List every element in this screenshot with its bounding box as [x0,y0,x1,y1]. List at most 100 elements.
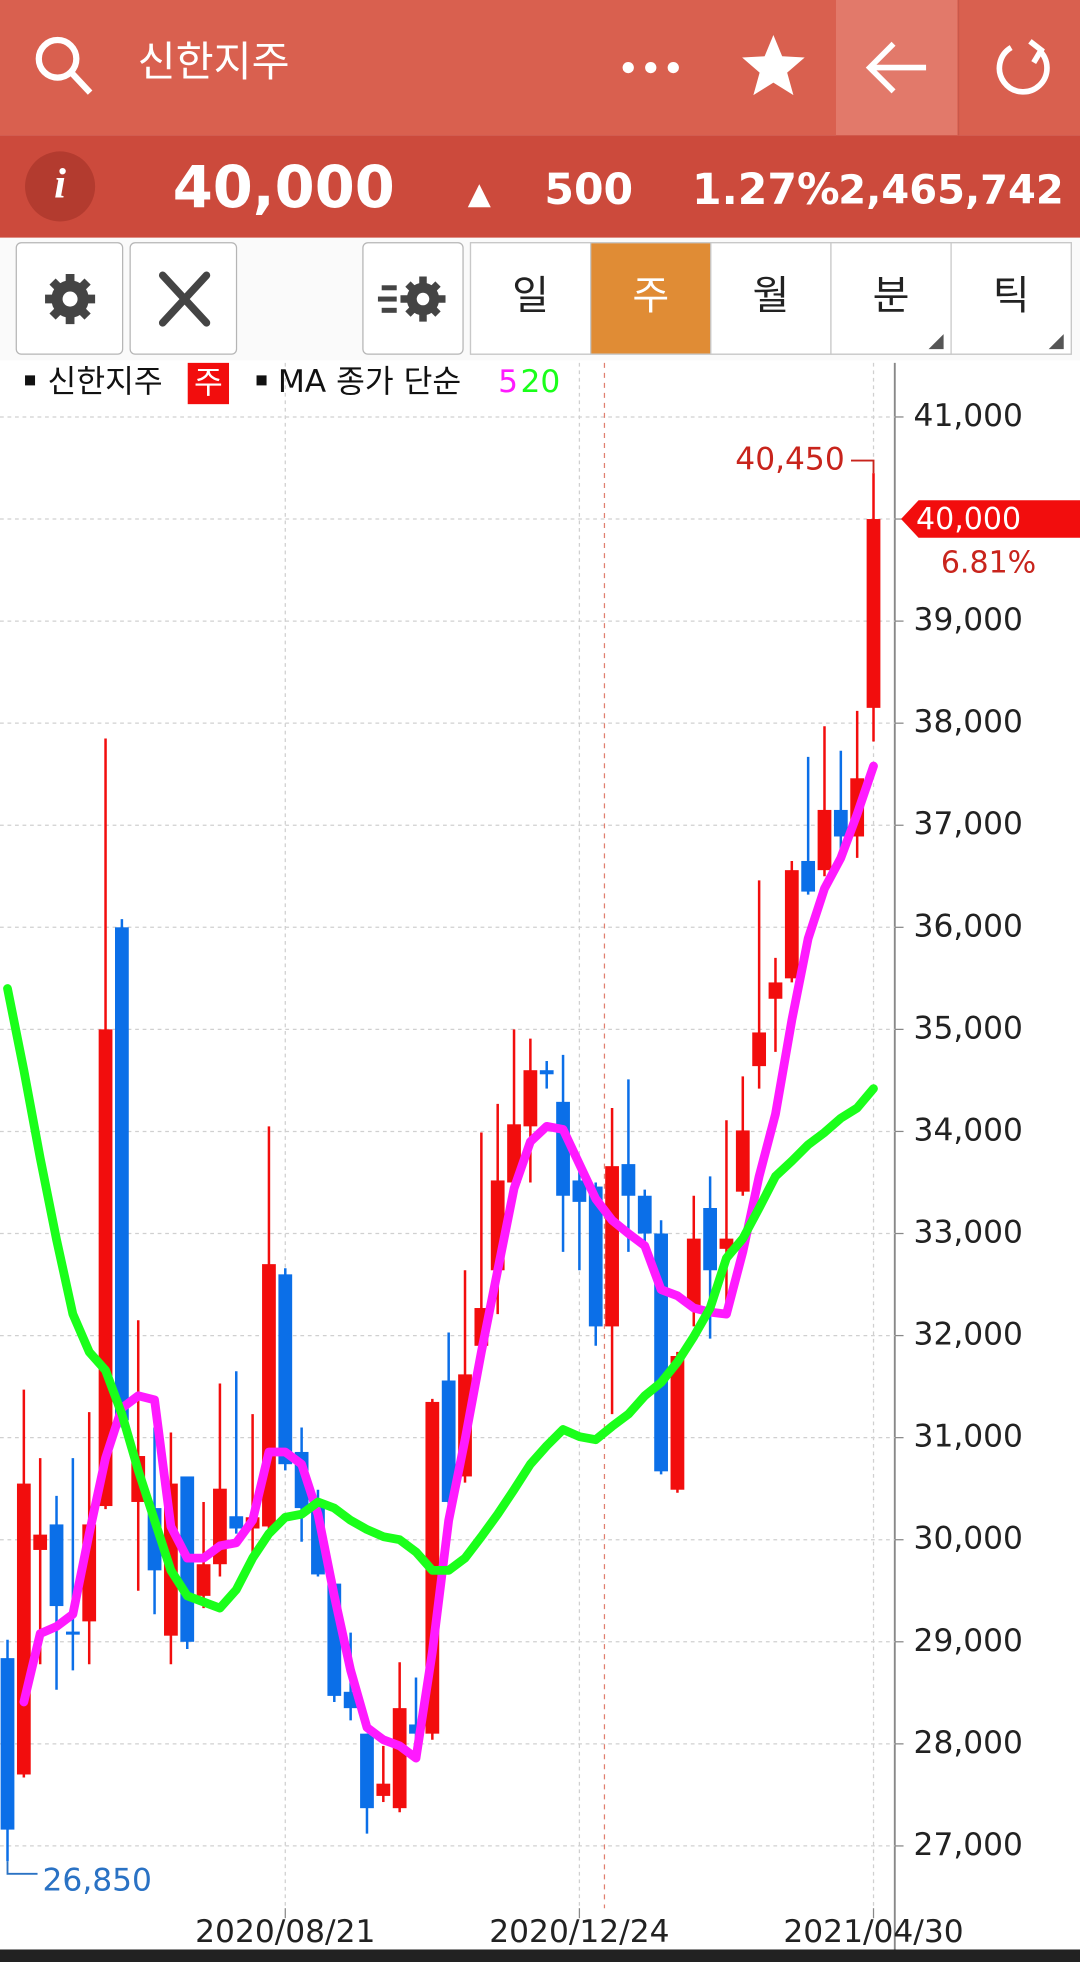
tab[interactable] [950,242,1072,355]
y-tick-label: 27,000 [914,1827,1023,1863]
candle-body [719,1238,734,1249]
change-rate: 1.27% [692,166,840,215]
candle-body [572,1180,587,1202]
y-tick-label: 37,000 [914,806,1023,842]
legend-marker [25,375,36,386]
y-tick-label: 38,000 [914,704,1023,740]
y-tick-label: 41,000 [914,398,1023,434]
y-tick-label: 33,000 [914,1215,1023,1251]
candle-body [605,1166,619,1327]
search-button[interactable] [35,36,93,95]
refresh-button[interactable] [996,39,1050,95]
candle-body [0,1658,15,1830]
low-label: 26,850 [43,1862,152,1898]
tab[interactable] [469,242,592,355]
change-label: 6.81% [941,546,1036,581]
last-price-label: 40,000 [916,502,1021,537]
candle-body [801,860,816,892]
favorite-button[interactable] [742,35,805,96]
volume: 2,465,742 [838,168,1063,214]
candle-body [49,1524,64,1607]
info-button[interactable] [25,151,96,222]
high-label: 40,450 [735,442,844,478]
tab[interactable] [710,242,832,355]
gear-icon [45,274,96,325]
x-tick-label: 2020/08/21 [195,1914,375,1950]
candle-body [621,1164,636,1196]
y-tick-label: 29,000 [914,1623,1023,1659]
tab-label: 월 [752,273,789,319]
candle-body [65,1631,80,1635]
y-tick-label: 39,000 [914,602,1023,638]
tab-label: 주 [632,273,669,319]
candle-body [703,1208,717,1271]
candle-body [392,1708,407,1809]
high-pointer [850,459,875,474]
candle-body [588,1186,603,1327]
y-tick-label: 36,000 [914,908,1023,944]
tab[interactable] [830,242,952,355]
tab-label: 일 [512,273,549,319]
app-title: 신한지주 [138,38,290,86]
last-price-tag [901,500,1080,538]
change: 500 [544,166,633,215]
candle-body [196,1564,211,1596]
candle-body [637,1195,652,1234]
candle-body [752,1032,767,1067]
plot-area [0,473,881,1862]
tab-label: 틱 [993,273,1030,319]
x-tick-label: 2020/12/24 [489,1914,669,1950]
legend-label: MA 종가 단순 [278,364,461,400]
tab-corner [928,334,944,350]
legend-badge-label: 주 [194,365,223,401]
y-tick-label: 34,000 [914,1112,1023,1148]
candle-body [523,1070,538,1127]
change-arrow: ▲ [468,177,491,212]
candle-body [817,809,832,871]
candle-body [768,982,783,999]
candle-body [735,1130,750,1192]
candle-body [278,1274,293,1465]
bottom-edge [0,1949,1080,1962]
candle-body [115,927,129,1421]
candle-body [539,1070,554,1075]
candle-body [833,809,848,837]
candle-body [784,870,799,979]
legend-marker [256,375,267,386]
tools-icon [158,271,211,327]
candle-body [16,1483,31,1775]
tab-label: 분 [873,273,910,319]
y-tick-label: 35,000 [914,1010,1023,1046]
legend-entry: 5 [498,364,518,400]
y-tick-label: 32,000 [914,1317,1023,1353]
ma-line [3,984,878,1613]
y-tick-label: 28,000 [914,1725,1023,1761]
more-button[interactable] [622,61,679,74]
y-tick-label: 31,000 [914,1419,1023,1455]
tab[interactable] [590,242,712,355]
candle-body [441,1380,456,1502]
price: 40,000 [173,154,395,221]
low-pointer [6,1861,38,1875]
y-tick-label: 30,000 [914,1521,1023,1557]
x-tick-label: 2021/04/30 [783,1914,963,1950]
candle-body [866,519,881,708]
indicator-icon [377,276,446,322]
candle-body [376,1783,391,1796]
candle-body [360,1733,374,1809]
legend-entry: 20 [520,364,560,400]
candle-body [33,1534,48,1550]
chart: 27,000 28,000 29,000 30,000 31,000 32,000 33,0… [0,362,1080,1950]
info-icon: i [54,160,66,207]
candle-body [409,1724,423,1734]
quote-bar [0,135,1080,238]
candle-body [670,1356,685,1490]
candle-body [686,1238,701,1309]
back-icon [865,41,927,94]
candle-body [229,1516,244,1529]
legend-badge [187,362,230,405]
ma-line [19,761,878,1763]
